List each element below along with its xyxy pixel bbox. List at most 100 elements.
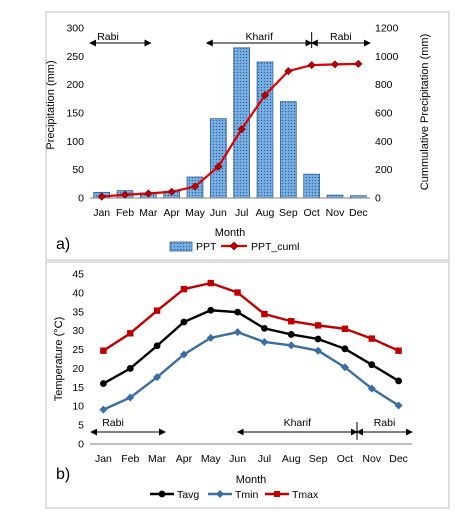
ppt-cuml-point-oct	[307, 61, 316, 70]
tmax-point-feb	[127, 330, 134, 337]
tmax-point-aug	[288, 318, 295, 325]
ppt-cuml-point-jun	[214, 162, 223, 171]
tmax-point-sep	[314, 322, 322, 329]
tavg-point-feb	[126, 365, 134, 372]
panel-a-left-tick-labels: 0 50 100 150 200 250 300	[66, 23, 84, 205]
temp-tick-40: 40	[72, 287, 84, 299]
b-x-tick-mar: Mar	[148, 453, 167, 465]
panel-a-y-left-label: Precipitation (mm)	[45, 60, 57, 149]
temp-tick-20: 20	[72, 363, 84, 375]
ppt-cuml-line	[97, 59, 363, 201]
b-x-tick-jan: Jan	[95, 453, 112, 465]
y-left-tick-300: 300	[66, 23, 84, 35]
panel-b-season-label-2: Rabi	[374, 417, 396, 429]
temp-tick-35: 35	[72, 306, 84, 318]
legend-ppt-cuml-marker	[229, 241, 239, 251]
tavg-point-dec	[395, 377, 402, 385]
ppt-cuml-point-sep	[284, 67, 293, 76]
ppt-cuml-point-feb	[120, 190, 130, 199]
y-right-tick-400: 400	[375, 136, 393, 148]
ppt-cuml-point-jul	[237, 125, 246, 134]
tmin-point-oct	[340, 363, 349, 372]
legend-tmin-marker	[216, 490, 224, 498]
panel-b-frame	[45, 261, 450, 509]
b-x-tick-jun: Jun	[229, 453, 246, 465]
panel-b-y-label: Temperature (°C)	[53, 317, 65, 401]
tmin-polyline	[102, 330, 400, 411]
y-right-tick-1200: 1200	[375, 23, 399, 35]
panel-a-season-annotations: Rabi Kharif Rabi	[89, 31, 371, 48]
x-tick-dec: Dec	[349, 207, 368, 219]
panel-a-legend: PPT PPT_cuml	[169, 241, 299, 253]
y-left-tick-0: 0	[78, 193, 84, 205]
panel-a-season-label-0: Rabi	[97, 31, 119, 43]
tmin-point-sep	[314, 346, 323, 355]
tmax-point-dec	[395, 347, 402, 354]
panel-b-season-label-0: Rabi	[102, 417, 124, 429]
b-x-tick-jul: Jul	[258, 453, 271, 465]
temp-tick-5: 5	[78, 420, 84, 432]
tmax-point-jul	[261, 310, 268, 318]
legend-tmin-label: Tmin	[235, 489, 258, 501]
panel-b: 0 5 10 15 20 25 30 35 40 45 Jan Feb Mar Apr May Jun Jul…	[53, 269, 413, 501]
tmax-polyline	[102, 281, 400, 352]
panel-a-x-label: Month	[215, 227, 246, 239]
x-tick-jul: Jul	[235, 207, 248, 219]
tavg-point-jun	[234, 308, 241, 316]
tavg-point-oct	[341, 345, 349, 353]
ppt-cuml-point-aug	[260, 91, 270, 100]
panel-b-season-label-1: Kharif	[284, 417, 312, 429]
panel-a-frame	[45, 11, 450, 261]
ppt-bar-sep	[279, 101, 297, 199]
tavg-point-jan	[100, 380, 107, 387]
x-tick-jan: Jan	[93, 207, 110, 219]
ppt-cuml-point-may	[190, 182, 200, 191]
tmin-point-dec	[394, 401, 403, 410]
ppt-bars	[93, 47, 367, 199]
y-right-tick-600: 600	[375, 108, 393, 120]
temperature-lines	[99, 279, 403, 414]
x-tick-oct: Oct	[303, 207, 319, 219]
panel-a-right-tick-labels: 0 200 400 600 800 1000 1200	[375, 23, 399, 205]
ppt-cuml-point-nov	[330, 60, 340, 69]
tmax-point-mar	[153, 307, 161, 314]
y-right-tick-800: 800	[375, 79, 393, 91]
x-tick-feb: Feb	[116, 207, 134, 219]
x-tick-aug: Aug	[256, 207, 275, 219]
y-left-tick-250: 250	[66, 51, 84, 63]
panel-b-season-annotations: Rabi Kharif Rabi	[90, 417, 413, 440]
tmin-point-nov	[367, 384, 376, 393]
b-x-tick-dec: Dec	[389, 453, 408, 465]
panel-b-y-tick-labels: 0 5 10 15 20 25 30 35 40 45	[72, 269, 84, 451]
tavg-point-apr	[180, 318, 188, 326]
tmin-point-mar	[153, 373, 162, 382]
tavg-point-may	[207, 306, 215, 314]
y-left-tick-200: 200	[66, 79, 84, 91]
b-x-tick-sep: Sep	[309, 453, 328, 465]
tmax-point-apr	[180, 285, 188, 293]
panel-b-x-label: Month	[236, 474, 267, 486]
tavg-point-nov	[368, 361, 376, 369]
tmax-point-oct	[341, 325, 349, 332]
tmax-point-may	[207, 279, 214, 287]
temp-tick-0: 0	[78, 439, 84, 451]
x-tick-nov: Nov	[326, 207, 345, 219]
panel-b-letter: b)	[56, 466, 70, 483]
tmin-point-jan	[99, 405, 108, 414]
x-tick-mar: Mar	[139, 207, 158, 219]
tavg-point-mar	[153, 342, 161, 350]
legend-tmax-label: Tmax	[292, 489, 319, 501]
tavg-point-jul	[261, 325, 268, 332]
legend-ppt-label: PPT	[196, 241, 217, 253]
ppt-cuml-point-jan	[97, 192, 106, 201]
panel-a-letter: a)	[56, 236, 70, 253]
x-tick-jun: Jun	[210, 207, 227, 219]
y-right-tick-200: 200	[375, 164, 393, 176]
panel-a-season-label-1: Kharif	[245, 31, 273, 43]
legend-tavg-label: Tavg	[177, 489, 199, 501]
tmax-point-nov	[368, 335, 375, 342]
tmax-point-jan	[100, 347, 107, 354]
x-tick-may: May	[185, 207, 206, 219]
y-right-tick-1000: 1000	[375, 51, 399, 63]
